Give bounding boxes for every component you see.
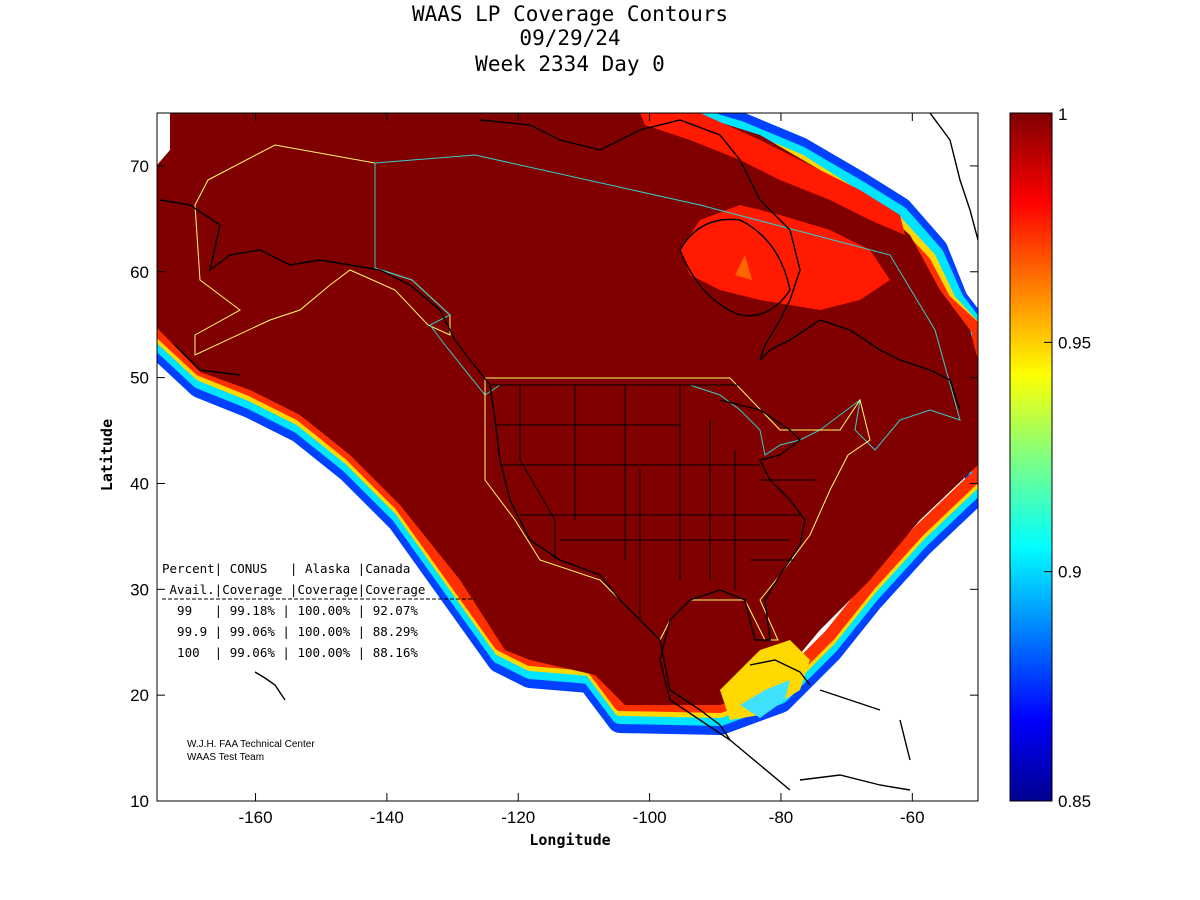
map-plot-area	[157, 113, 978, 801]
y-tick-label: 30	[130, 580, 149, 599]
y-tick-label: 40	[130, 474, 149, 493]
credit-line-2: WAAS Test Team	[187, 752, 264, 763]
x-axis-ticks: -160 -140 -120 -100 -80 -60	[239, 113, 925, 827]
table-header-1: Percent| CONUS | Alaska |Canada	[162, 561, 410, 576]
reduced-coverage-region-south	[720, 640, 810, 720]
chart-week: Week 2334 Day 0	[475, 52, 665, 76]
x-tick-label: -120	[501, 808, 535, 827]
colorbar	[1009, 112, 1053, 802]
y-axis-label: Latitude	[98, 419, 116, 491]
coastlines	[159, 113, 978, 791]
table-row: 99.9 | 99.06% | 100.00% | 88.29%	[162, 624, 418, 639]
x-tick-label: -100	[633, 808, 667, 827]
credit-line-1: W.J.H. FAA Technical Center	[187, 739, 315, 750]
chart-title: WAAS LP Coverage Contours	[411, 2, 729, 26]
y-tick-label: 60	[130, 263, 149, 282]
plot-frame	[156, 112, 979, 802]
y-tick-label: 70	[130, 157, 149, 176]
x-tick-label: -160	[239, 808, 273, 827]
y-tick-label: 50	[130, 369, 149, 388]
x-tick-label: -60	[900, 808, 925, 827]
x-tick-label: -80	[769, 808, 794, 827]
y-tick-label: 10	[130, 792, 149, 811]
reduced-coverage-region-north	[680, 205, 890, 310]
colorbar-ticks: 1 0.95 0.9 0.85	[1044, 105, 1091, 811]
x-axis-label: Longitude	[529, 831, 610, 849]
colorbar-tick-label: 0.95	[1058, 333, 1091, 352]
state-boundaries	[490, 384, 815, 620]
x-tick-label: -140	[370, 808, 404, 827]
canada-boundary	[374, 154, 961, 456]
y-axis-ticks: 70 60 50 40 30 20 10	[130, 157, 978, 811]
conus-boundary	[484, 377, 871, 641]
table-row: 100 | 99.06% | 100.00% | 88.16%	[162, 645, 418, 660]
y-tick-label: 20	[130, 686, 149, 705]
colorbar-tick-label: 1	[1058, 105, 1067, 124]
table-row: 99 | 99.18% | 100.00% | 92.07%	[162, 603, 418, 618]
low-coverage-spot-south	[740, 680, 790, 718]
coverage-table: Percent| CONUS | Alaska |Canada Avail.|C…	[162, 561, 476, 660]
colorbar-tick-label: 0.9	[1058, 563, 1082, 582]
chart-date: 09/29/24	[519, 26, 621, 50]
reduced-coverage-spot	[735, 255, 752, 280]
table-header-2: Avail.|Coverage |Coverage|Coverage	[162, 582, 425, 597]
reduced-coverage-region-arctic	[640, 113, 905, 235]
colorbar-tick-label: 0.85	[1058, 792, 1091, 811]
